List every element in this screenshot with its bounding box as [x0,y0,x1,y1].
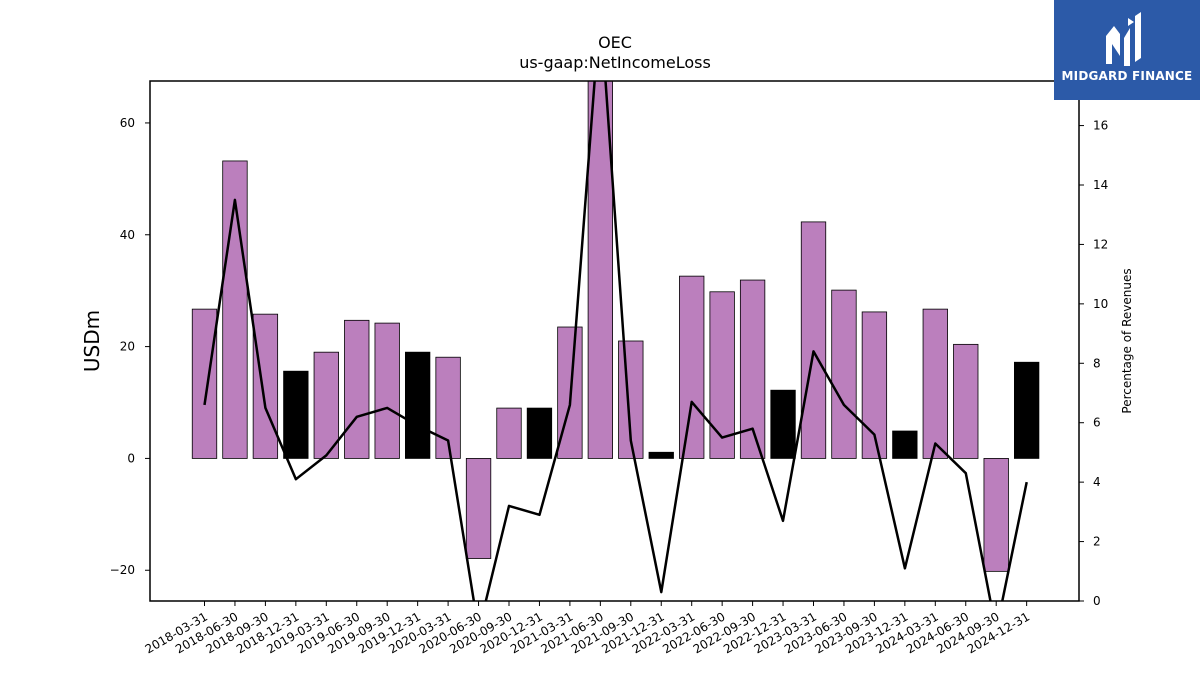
bars [191,81,1040,572]
ratio-line [203,81,1028,601]
bar [344,319,370,459]
y-tick-label: 0 [127,451,135,465]
y2-tick-label: 6 [1093,416,1101,430]
bar [922,308,948,459]
bar [709,291,735,459]
logo-mark-icon [1106,12,1141,66]
chart-title: OEC [598,33,632,52]
bar [374,322,400,459]
bar [283,370,309,459]
bar [222,160,248,459]
y2-tick-label: 14 [1093,178,1108,192]
y2-tick-label: 10 [1093,297,1108,311]
plot-frame [149,80,1080,602]
y2-tick-label: 0 [1093,594,1101,608]
bar [1014,361,1040,459]
logo-text: MIDGARD FINANCE [1061,69,1193,83]
bar [587,81,613,459]
bar [770,389,796,459]
y-tick-label: 60 [120,116,135,130]
chart-subtitle: us-gaap:NetIncomeLoss [519,53,711,72]
y-tick-label: −20 [110,563,135,577]
bar [465,458,492,559]
brand-logo: MIDGARD FINANCE [1054,0,1200,100]
bar [831,289,857,459]
y2-tick-label: 8 [1093,356,1101,370]
y2-tick-label: 2 [1093,535,1101,549]
y-tick-label: 20 [120,340,135,354]
bar [800,221,827,459]
bar [526,407,553,459]
bar [313,351,339,459]
y2-axis-label: Percentage of Revenues [1120,268,1134,413]
bar [496,407,522,459]
bar [679,275,705,459]
y2-axis-ticks: 0 2 4 6 8 10 12 14 16 [1079,119,1108,608]
y2-tick-label: 16 [1093,119,1108,133]
bar [404,351,431,459]
bar [252,313,279,459]
y-axis-label: USDm [80,310,104,372]
bar [983,458,1009,572]
bar [892,430,918,459]
y2-tick-label: 4 [1093,475,1101,489]
ratio-line-group [203,81,1028,601]
bar [648,451,674,459]
y2-tick-label: 12 [1093,237,1108,251]
x-axis-ticks: 2018-03-312018-06-302018-09-302018-12-31… [143,601,1032,656]
bar [953,343,979,459]
bar [191,308,218,459]
y-tick-label: 40 [120,228,135,242]
y-axis-ticks: −20 0 20 40 60 [110,116,150,577]
